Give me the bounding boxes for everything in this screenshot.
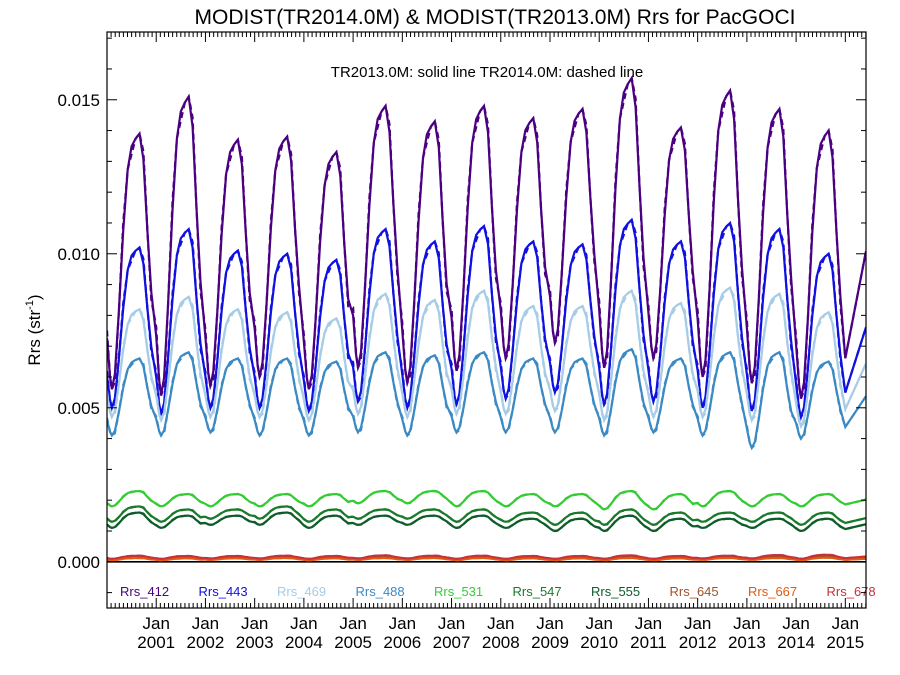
y-tick-label: 0.000 (57, 553, 100, 572)
series-rrs-678-solid (107, 553, 866, 560)
x-tick-label-year: 2004 (285, 633, 323, 652)
x-tick-label-month: Jan (290, 614, 317, 633)
legend-item-rrs-547: Rrs_547 (513, 584, 562, 599)
x-tick-label-month: Jan (339, 614, 366, 633)
y-tick-label: 0.010 (57, 245, 100, 264)
series-rrs-469-solid (107, 285, 866, 430)
x-tick-label-year: 2014 (777, 633, 815, 652)
legend-item-rrs-555: Rrs_555 (591, 584, 640, 599)
y-tick-label: 0.015 (57, 91, 100, 110)
plot-area: Rrs_412 Rrs_443 Rrs_469 Rrs_488 Rrs_531 Rrs_5… (57, 31, 876, 652)
x-tick-label-year: 2013 (728, 633, 766, 652)
y-axis-label-main: Rrs (str (25, 310, 44, 366)
x-tick-label-month: Jan (832, 614, 859, 633)
x-tick-label-month: Jan (241, 614, 268, 633)
x-tick-label-year: 2006 (383, 633, 421, 652)
y-axis-label-sup: -1 (24, 300, 36, 310)
x-tick-label-year: 2009 (531, 633, 569, 652)
x-tick-label-month: Jan (733, 614, 760, 633)
x-tick-label-month: Jan (389, 614, 416, 633)
x-tick-label-year: 2003 (236, 633, 274, 652)
series-rrs-412-solid (107, 75, 866, 399)
x-tick-label-month: Jan (684, 614, 711, 633)
x-tick-label-month: Jan (487, 614, 514, 633)
x-tick-label-year: 2012 (679, 633, 717, 652)
legend-item-rrs-443: Rrs_443 (199, 584, 248, 599)
series-rrs-443-solid (107, 217, 866, 422)
x-tick-label-month: Jan (782, 614, 809, 633)
x-tick-label-year: 2005 (334, 633, 372, 652)
x-tick-label-month: Jan (635, 614, 662, 633)
series-rrs-488-solid (107, 347, 866, 451)
series-rrs-531-solid (107, 489, 866, 511)
legend-item-rrs-488: Rrs_488 (356, 584, 405, 599)
legend-item-rrs-678: Rrs_678 (827, 584, 876, 599)
legend-item-rrs-531: Rrs_531 (434, 584, 483, 599)
y-axis-label-tail: ) (25, 294, 44, 300)
legend-item-rrs-469: Rrs_469 (277, 584, 326, 599)
legend-item-rrs-412: Rrs_412 (120, 584, 169, 599)
series-rrs-555-solid (107, 511, 866, 533)
x-tick-label-year: 2011 (630, 633, 667, 652)
y-axis-label: Rrs (str-1) (24, 294, 44, 365)
legend-item-rrs-667: Rrs_667 (748, 584, 797, 599)
x-tick-label-year: 2010 (580, 633, 618, 652)
series-rrs-667-solid (107, 556, 866, 562)
x-tick-label-month: Jan (536, 614, 563, 633)
series-rrs-412-dashed (107, 75, 866, 399)
x-tick-label-month: Jan (438, 614, 465, 633)
x-tick-label-year: 2007 (433, 633, 471, 652)
y-tick-label: 0.005 (57, 399, 100, 418)
line-style-note: TR2013.0M: solid line TR2014.0M: dashed … (331, 64, 643, 81)
x-tick-label-month: Jan (586, 614, 613, 633)
x-tick-label-year: 2002 (187, 633, 225, 652)
chart-title: MODIST(TR2014.0M) & MODIST(TR2013.0M) Rr… (195, 6, 796, 29)
legend-item-rrs-645: Rrs_645 (670, 584, 719, 599)
series-rrs-547-solid (107, 505, 866, 526)
x-tick-label-year: 2015 (826, 633, 864, 652)
x-tick-label-year: 2008 (482, 633, 520, 652)
plot-frame (106, 31, 867, 609)
x-tick-label-month: Jan (192, 614, 219, 633)
series-lines (107, 75, 866, 562)
x-tick-label-year: 2001 (137, 633, 175, 652)
x-tick-label-month: Jan (143, 614, 170, 633)
